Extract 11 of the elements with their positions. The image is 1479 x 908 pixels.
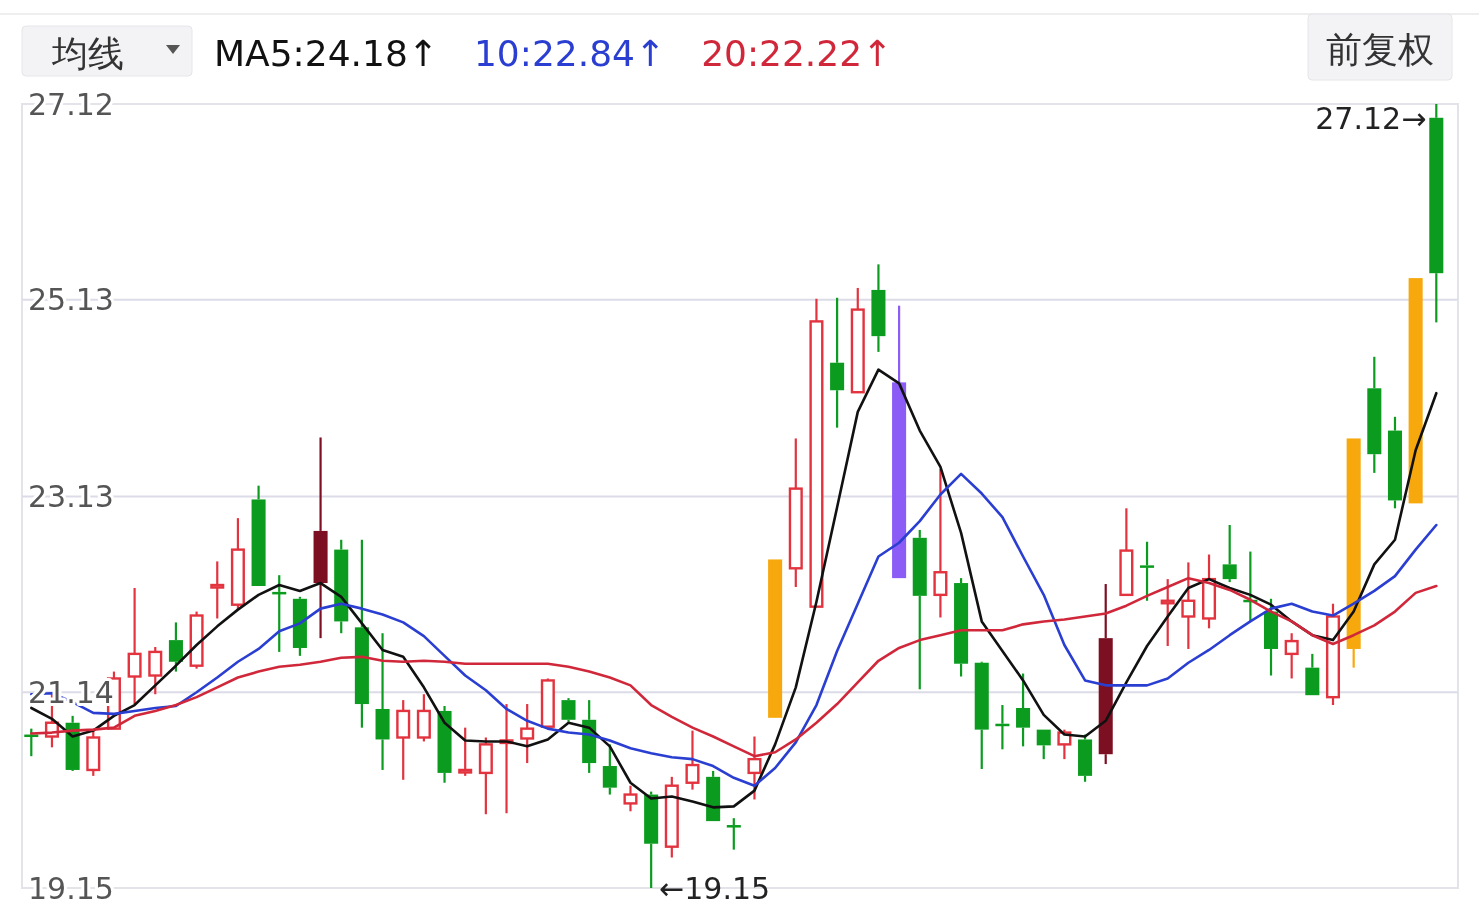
annotation: 27.12→ — [1315, 100, 1427, 136]
y-tick-label: 19.15 — [28, 870, 114, 906]
legend-title: 均线 — [51, 33, 124, 74]
text: 10:22.84↑ — [473, 33, 666, 74]
annotation: ←19.15 — [659, 870, 771, 906]
text: 前复权 — [1326, 29, 1434, 70]
y-tick-label: 25.13 — [28, 282, 114, 318]
text: 20:22.22↑ — [701, 33, 893, 74]
y-tick-label: 27.12 — [28, 86, 114, 122]
y-tick-label: 23.13 — [28, 478, 114, 514]
text: MA5:24.18↑ — [214, 33, 438, 74]
